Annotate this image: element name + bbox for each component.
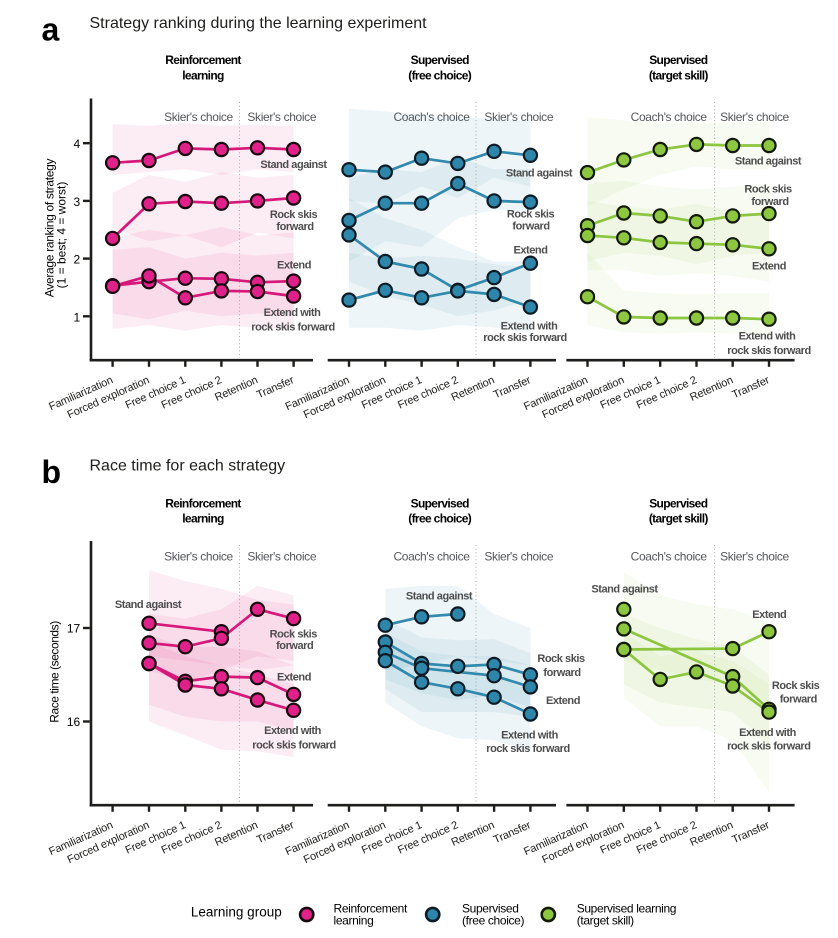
svg-text:Stand against: Stand against xyxy=(260,159,327,171)
svg-text:learning: learning xyxy=(334,913,374,927)
svg-text:17: 17 xyxy=(67,622,81,636)
svg-text:(target skill): (target skill) xyxy=(649,69,709,83)
svg-text:Skier's choice: Skier's choice xyxy=(720,550,789,564)
svg-text:Average ranking of strategy: Average ranking of strategy xyxy=(43,158,57,297)
svg-text:Coach's choice: Coach's choice xyxy=(393,110,470,124)
svg-text:3: 3 xyxy=(74,195,81,209)
svg-text:Learning group: Learning group xyxy=(191,904,282,919)
svg-text:learning: learning xyxy=(182,512,224,526)
svg-text:b: b xyxy=(42,454,62,490)
svg-text:Supervised: Supervised xyxy=(462,902,519,916)
svg-text:Skier's choice: Skier's choice xyxy=(164,110,233,124)
svg-text:Rock skis: Rock skis xyxy=(270,209,318,221)
svg-text:forward: forward xyxy=(751,196,788,208)
svg-text:Race time for each strategy: Race time for each strategy xyxy=(90,458,286,475)
svg-text:Supervised: Supervised xyxy=(649,497,708,511)
svg-text:forward: forward xyxy=(276,221,313,233)
svg-text:Extend: Extend xyxy=(752,609,786,621)
svg-text:Extend: Extend xyxy=(546,695,580,707)
svg-text:rock skis forward: rock skis forward xyxy=(251,322,334,334)
svg-text:Race time (seconds): Race time (seconds) xyxy=(48,621,62,723)
svg-text:Extend with: Extend with xyxy=(501,321,559,333)
svg-text:Skier's choice: Skier's choice xyxy=(484,550,553,564)
svg-text:Supervised: Supervised xyxy=(411,497,470,511)
svg-text:Extend: Extend xyxy=(752,261,786,273)
svg-text:(target skill): (target skill) xyxy=(577,913,634,927)
svg-text:16: 16 xyxy=(67,715,81,729)
svg-text:Skier's choice: Skier's choice xyxy=(247,110,316,124)
svg-text:Supervised learning: Supervised learning xyxy=(577,902,676,916)
svg-text:2: 2 xyxy=(74,253,81,267)
svg-text:Rock skis: Rock skis xyxy=(507,209,555,221)
svg-text:(free choice): (free choice) xyxy=(462,913,524,927)
svg-text:Rock skis: Rock skis xyxy=(270,629,318,641)
svg-text:Reinforcement: Reinforcement xyxy=(165,497,241,511)
svg-text:Stand against: Stand against xyxy=(115,599,182,611)
svg-text:(free choice): (free choice) xyxy=(408,69,472,83)
svg-text:Extend with: Extend with xyxy=(264,725,322,737)
svg-text:Skier's choice: Skier's choice xyxy=(247,550,316,564)
svg-text:Skier's choice: Skier's choice xyxy=(484,110,553,124)
svg-text:Supervised: Supervised xyxy=(649,53,708,67)
svg-text:rock skis forward: rock skis forward xyxy=(483,332,566,344)
svg-text:Extend with: Extend with xyxy=(739,331,797,343)
svg-text:Rock skis: Rock skis xyxy=(744,184,792,196)
svg-text:Extend with: Extend with xyxy=(501,730,559,742)
svg-text:Coach's choice: Coach's choice xyxy=(631,550,708,564)
svg-text:Skier's choice: Skier's choice xyxy=(720,110,789,124)
svg-text:Rock skis: Rock skis xyxy=(537,653,585,665)
svg-text:rock skis forward: rock skis forward xyxy=(252,740,335,752)
svg-text:Skier's choice: Skier's choice xyxy=(164,550,233,564)
svg-text:(1 = best; 4 = worst): (1 = best; 4 = worst) xyxy=(54,182,68,289)
svg-text:forward: forward xyxy=(780,694,817,706)
svg-text:Extend: Extend xyxy=(277,672,311,684)
svg-text:Extend: Extend xyxy=(277,260,311,272)
svg-text:Supervised: Supervised xyxy=(411,53,470,67)
svg-text:learning: learning xyxy=(182,69,224,83)
svg-text:forward: forward xyxy=(512,221,549,233)
svg-text:4: 4 xyxy=(74,137,81,151)
svg-text:(target skill): (target skill) xyxy=(649,512,709,526)
svg-text:Reinforcement: Reinforcement xyxy=(165,53,241,67)
svg-text:(free choice): (free choice) xyxy=(408,512,472,526)
svg-text:Extend with: Extend with xyxy=(739,727,797,739)
svg-text:Rock skis: Rock skis xyxy=(772,680,820,692)
svg-text:rock skis forward: rock skis forward xyxy=(486,743,569,755)
svg-text:Stand against: Stand against xyxy=(591,584,658,596)
svg-text:Strategy ranking during the le: Strategy ranking during the learning exp… xyxy=(90,15,428,32)
svg-text:Coach's choice: Coach's choice xyxy=(631,110,708,124)
svg-text:Stand against: Stand against xyxy=(506,168,573,180)
svg-text:forward: forward xyxy=(543,667,580,679)
svg-text:Stand against: Stand against xyxy=(735,156,802,168)
svg-text:1: 1 xyxy=(74,310,81,324)
svg-text:Stand against: Stand against xyxy=(406,591,473,603)
svg-text:Coach's choice: Coach's choice xyxy=(393,550,470,564)
svg-text:Extend with: Extend with xyxy=(264,307,322,319)
svg-text:rock skis forward: rock skis forward xyxy=(727,741,810,753)
svg-text:Extend: Extend xyxy=(514,245,548,257)
svg-text:forward: forward xyxy=(276,640,313,652)
svg-text:a: a xyxy=(42,12,60,48)
svg-text:rock skis forward: rock skis forward xyxy=(727,345,810,357)
svg-text:Reinforcement: Reinforcement xyxy=(334,902,409,916)
